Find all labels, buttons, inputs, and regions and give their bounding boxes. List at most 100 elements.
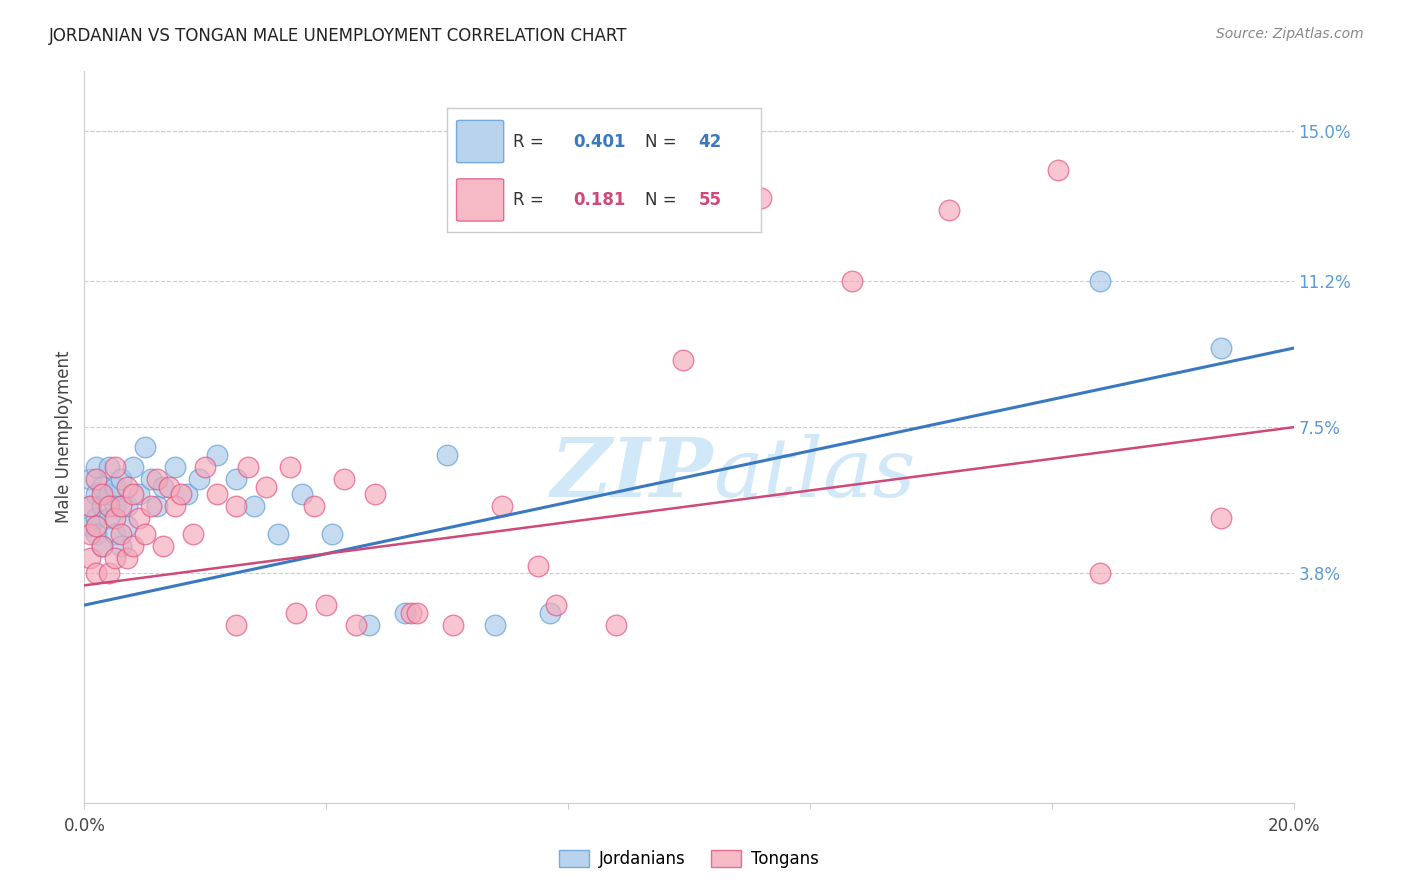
Point bbox=[1209, 341, 1232, 355]
Text: ZIP: ZIP bbox=[551, 434, 713, 514]
Point bbox=[938, 202, 960, 217]
Point bbox=[406, 606, 429, 620]
Point bbox=[134, 527, 156, 541]
Point bbox=[104, 527, 127, 541]
Point bbox=[86, 472, 108, 486]
Point bbox=[79, 550, 101, 565]
Point bbox=[254, 479, 277, 493]
Point bbox=[302, 500, 325, 514]
Point bbox=[79, 519, 101, 533]
Point bbox=[841, 274, 863, 288]
Point bbox=[188, 472, 211, 486]
Point bbox=[86, 519, 108, 533]
Point bbox=[236, 459, 259, 474]
Legend: Jordanians, Tongans: Jordanians, Tongans bbox=[553, 844, 825, 875]
Point bbox=[278, 459, 301, 474]
Point bbox=[357, 618, 380, 632]
Point bbox=[115, 519, 138, 533]
Point bbox=[79, 500, 101, 514]
Point bbox=[79, 527, 101, 541]
Text: JORDANIAN VS TONGAN MALE UNEMPLOYMENT CORRELATION CHART: JORDANIAN VS TONGAN MALE UNEMPLOYMENT CO… bbox=[49, 27, 627, 45]
Point bbox=[121, 539, 143, 553]
Point bbox=[104, 511, 127, 525]
Text: Source: ZipAtlas.com: Source: ZipAtlas.com bbox=[1216, 27, 1364, 41]
Point bbox=[86, 527, 108, 541]
Point bbox=[207, 487, 229, 501]
Point bbox=[104, 479, 127, 493]
Point bbox=[285, 606, 308, 620]
Point bbox=[176, 487, 198, 501]
Point bbox=[91, 539, 114, 553]
Point bbox=[152, 539, 174, 553]
Point bbox=[97, 511, 120, 525]
Point bbox=[97, 566, 120, 581]
Point bbox=[110, 472, 132, 486]
Point bbox=[399, 606, 422, 620]
Point bbox=[86, 511, 108, 525]
Point bbox=[672, 353, 695, 368]
Point bbox=[146, 500, 169, 514]
Point bbox=[104, 500, 127, 514]
Point bbox=[115, 550, 138, 565]
Point bbox=[170, 487, 193, 501]
Point bbox=[267, 527, 290, 541]
Point bbox=[115, 479, 138, 493]
Point bbox=[86, 487, 108, 501]
Point bbox=[225, 618, 247, 632]
Point bbox=[194, 459, 217, 474]
Point bbox=[363, 487, 385, 501]
Point bbox=[91, 539, 114, 553]
Point bbox=[225, 472, 247, 486]
Point bbox=[1088, 566, 1111, 581]
Point bbox=[97, 487, 120, 501]
Point bbox=[104, 459, 127, 474]
Point bbox=[544, 598, 567, 612]
Point bbox=[134, 440, 156, 454]
Point bbox=[110, 500, 132, 514]
Point bbox=[152, 479, 174, 493]
Point bbox=[321, 527, 343, 541]
Point bbox=[491, 500, 513, 514]
Point bbox=[527, 558, 550, 573]
Point bbox=[207, 448, 229, 462]
Point bbox=[1046, 163, 1069, 178]
Point bbox=[346, 618, 368, 632]
Point bbox=[165, 459, 187, 474]
Point bbox=[751, 191, 773, 205]
Point bbox=[91, 500, 114, 514]
Point bbox=[146, 472, 169, 486]
Point bbox=[1088, 274, 1111, 288]
Point bbox=[165, 500, 187, 514]
Point bbox=[110, 539, 132, 553]
Y-axis label: Male Unemployment: Male Unemployment bbox=[55, 351, 73, 524]
Point bbox=[128, 511, 150, 525]
Point bbox=[97, 500, 120, 514]
Point bbox=[139, 472, 162, 486]
Point bbox=[86, 566, 108, 581]
Point bbox=[538, 606, 561, 620]
Point bbox=[121, 459, 143, 474]
Point bbox=[139, 500, 162, 514]
Point bbox=[79, 472, 101, 486]
Point bbox=[91, 479, 114, 493]
Point bbox=[242, 500, 264, 514]
Point bbox=[128, 487, 150, 501]
Point bbox=[115, 500, 138, 514]
Point bbox=[484, 618, 506, 632]
Point bbox=[121, 487, 143, 501]
Point bbox=[97, 459, 120, 474]
Point bbox=[86, 459, 108, 474]
Point bbox=[110, 527, 132, 541]
Text: atlas: atlas bbox=[713, 434, 915, 514]
Point bbox=[104, 550, 127, 565]
Point bbox=[394, 606, 416, 620]
Point bbox=[225, 500, 247, 514]
Point bbox=[441, 618, 464, 632]
Point bbox=[91, 487, 114, 501]
Point bbox=[181, 527, 204, 541]
Point bbox=[291, 487, 314, 501]
Point bbox=[157, 479, 180, 493]
Point bbox=[315, 598, 337, 612]
Point bbox=[1209, 511, 1232, 525]
Point bbox=[436, 448, 458, 462]
